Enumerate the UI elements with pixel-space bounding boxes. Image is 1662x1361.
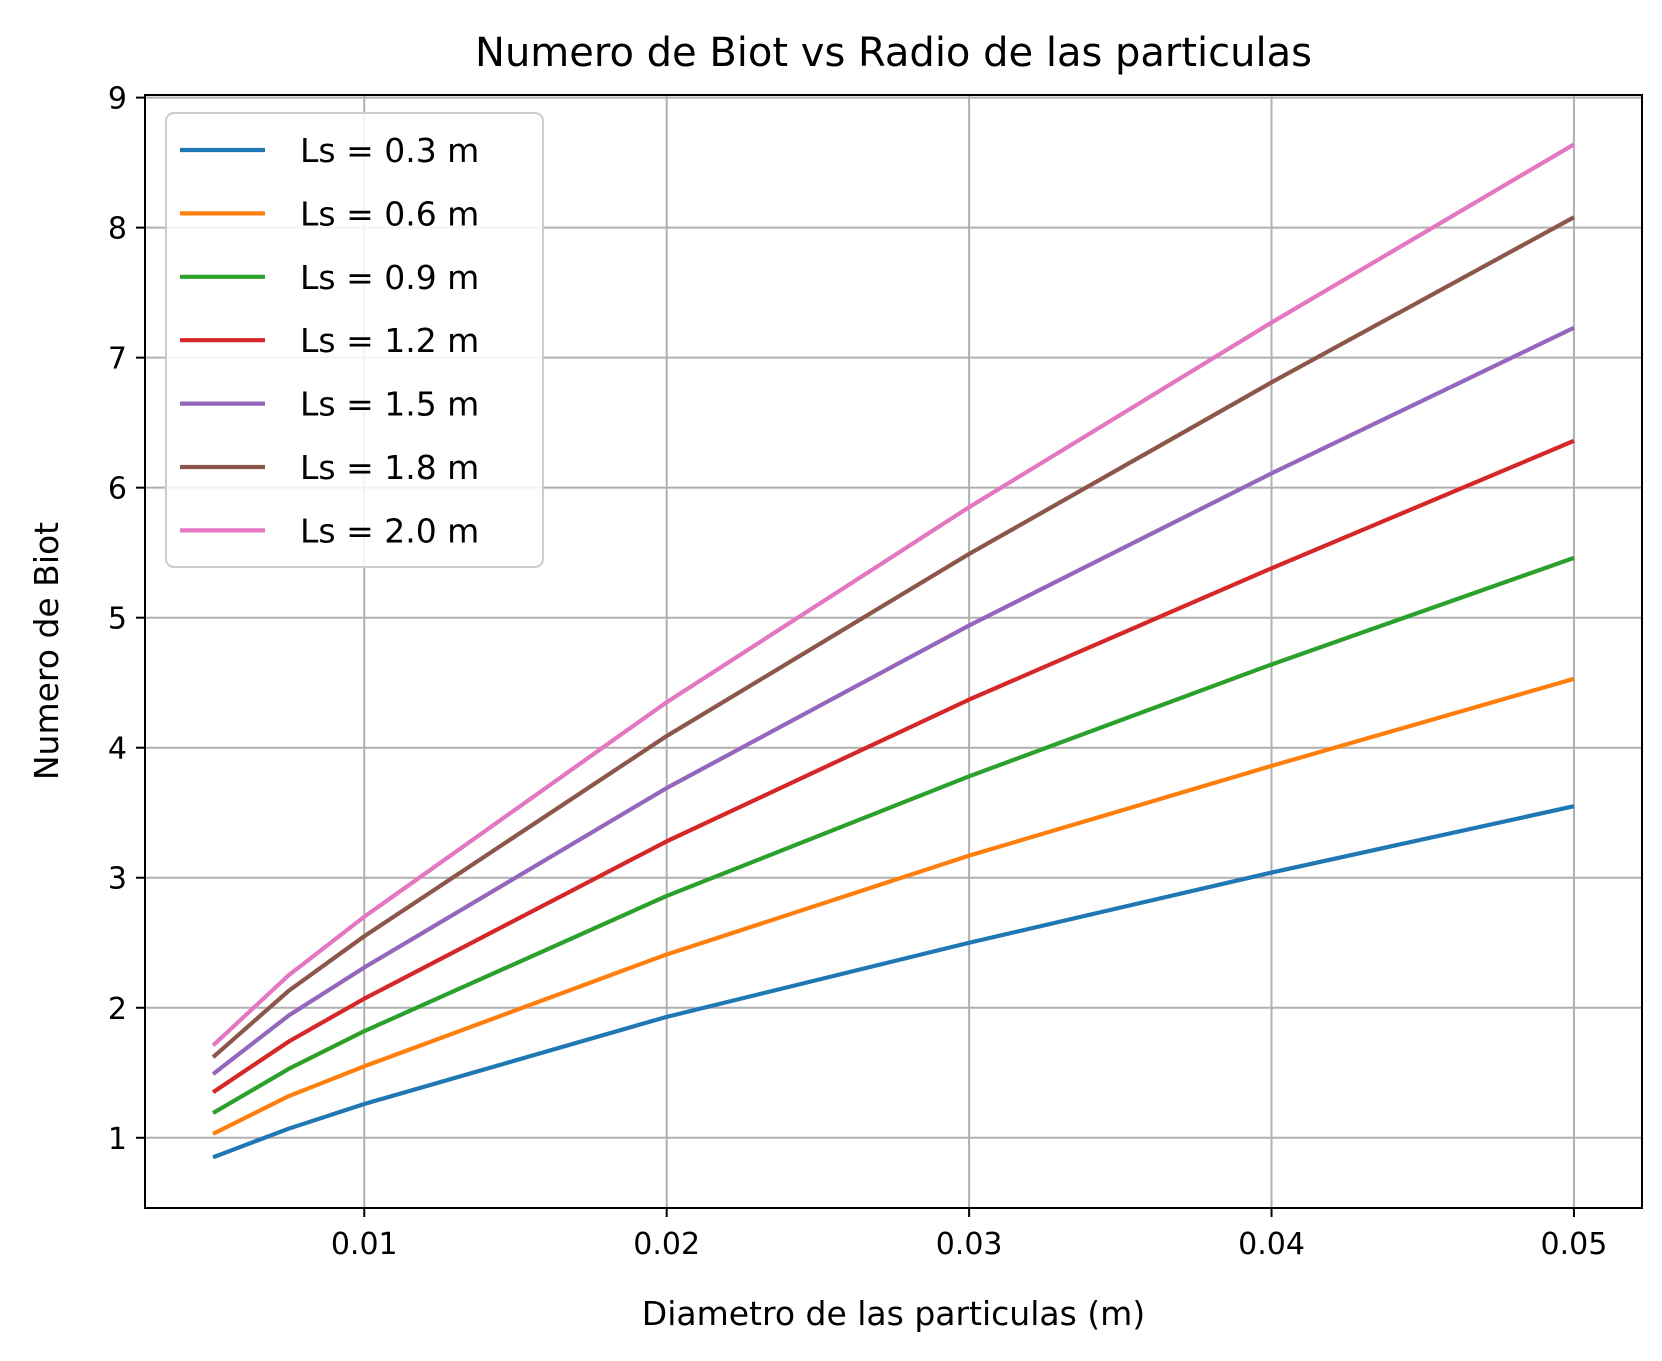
y-tick-label: 9 (108, 82, 127, 117)
x-tick-label: 0.03 (936, 1227, 1003, 1262)
legend-label-5: Ls = 1.8 m (300, 448, 479, 487)
legend-label-1: Ls = 0.6 m (300, 194, 479, 233)
legend-box (165, 112, 544, 568)
x-axis-title: Diametro de las particulas (m) (642, 1294, 1145, 1333)
series-line-0 (212, 804, 1575, 1160)
series-line-3 (211, 438, 1575, 1095)
y-tick-label: 8 (108, 212, 127, 247)
series-line-1 (212, 676, 1575, 1136)
series-lines (211, 142, 1576, 1160)
gridlines (145, 95, 1642, 1208)
y-tick-label: 6 (108, 472, 127, 507)
x-tick-label: 0.04 (1238, 1227, 1305, 1262)
x-tick-label: 0.02 (633, 1227, 700, 1262)
series-line-2 (211, 555, 1575, 1115)
legend-label-2: Ls = 0.9 m (300, 258, 479, 297)
x-tick-label: 0.05 (1541, 1227, 1608, 1262)
series-line-5 (211, 215, 1575, 1059)
plot-frame (144, 94, 1643, 1209)
legend-label-4: Ls = 1.5 m (300, 385, 479, 424)
legend-items: Ls = 0.3 m Ls = 0.6 m Ls = 0.9 m Ls = 1.2 m… (180, 131, 479, 550)
y-axis-title: Numero de Biot (27, 522, 66, 780)
series-line-4 (211, 325, 1575, 1076)
x-axis-ticks: 0.01 0.02 0.03 0.04 0.05 (331, 1208, 1607, 1262)
y-tick-label: 2 (108, 992, 127, 1027)
legend-label-0: Ls = 0.3 m (300, 131, 479, 170)
x-tick-label: 0.01 (331, 1227, 398, 1262)
chart-title: Numero de Biot vs Radio de las particula… (475, 30, 1312, 76)
legend-label-6: Ls = 2.0 m (300, 511, 479, 550)
y-axis-ticks: 1 2 3 4 5 6 7 8 9 (108, 82, 145, 1157)
legend-label-3: Ls = 1.2 m (300, 321, 479, 360)
y-tick-label: 5 (108, 602, 127, 637)
series-line-6 (211, 142, 1576, 1048)
y-tick-label: 4 (108, 732, 127, 767)
y-tick-label: 7 (108, 342, 127, 377)
y-tick-label: 3 (108, 862, 127, 897)
legend: Ls = 0.3 m Ls = 0.6 m Ls = 0.9 m Ls = 1.2 m… (165, 112, 544, 568)
y-tick-label: 1 (108, 1122, 127, 1157)
